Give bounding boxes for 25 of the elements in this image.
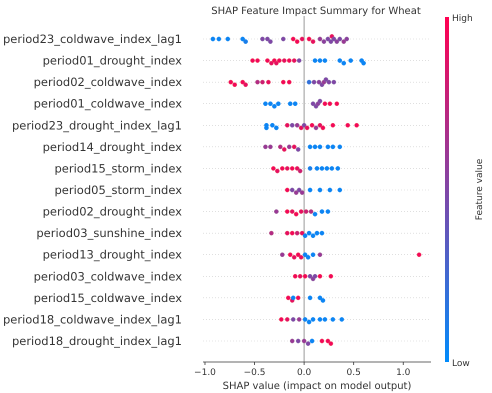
y-tick-label: period03_sunshine_index xyxy=(36,226,182,240)
y-tick-label: period14_drought_index xyxy=(42,140,182,154)
color-bar-title: Feature value xyxy=(475,158,485,220)
y-tick-label: period02_coldwave_index xyxy=(34,75,182,90)
y-tick-label: period03_coldwave_index xyxy=(34,269,182,284)
color-bar-label: High xyxy=(452,14,473,24)
y-tick-label: period01_drought_index xyxy=(42,54,182,68)
y-tick-label: period01_coldwave_index xyxy=(34,96,182,111)
y-tick-label: period05_storm_index xyxy=(54,183,182,197)
y-tick-label: period18_coldwave_index_lag1 xyxy=(2,312,182,326)
chart-title: SHAP Feature Impact Summary for Wheat xyxy=(211,6,421,17)
y-tick-label: period15_storm_index xyxy=(54,161,182,176)
x-tick-label: −1.0 xyxy=(194,368,216,378)
y-tick-label: period02_drought_index xyxy=(42,204,182,219)
x-tick-label: 0.0 xyxy=(296,368,312,378)
color-bar-label: Low xyxy=(452,359,470,369)
x-tick-label: 1.0 xyxy=(396,368,411,378)
y-tick-label: period13_drought_index xyxy=(42,248,182,262)
y-tick-label: period15_coldwave_index xyxy=(34,290,182,305)
y-tick-label: period23_drought_index_lag1 xyxy=(12,118,182,132)
x-tick-label: −0.5 xyxy=(244,368,266,378)
x-axis-title: SHAP value (impact on model output) xyxy=(222,381,412,392)
x-tick-label: 0.5 xyxy=(346,368,361,378)
y-tick-label: period18_drought_index_lag1 xyxy=(12,334,182,348)
y-tick-label: period23_coldwave_index_lag1 xyxy=(2,32,182,46)
